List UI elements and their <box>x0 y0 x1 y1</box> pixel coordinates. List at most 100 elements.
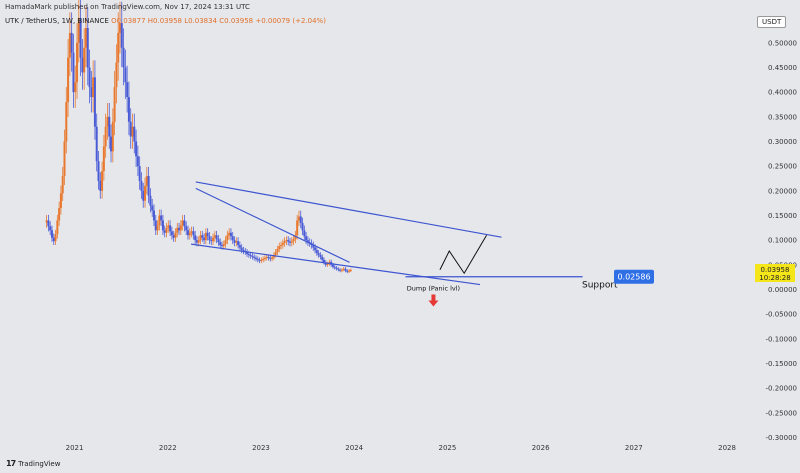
candle-body <box>129 121 132 137</box>
candle-body <box>312 245 315 248</box>
candle-body <box>161 220 164 231</box>
candle-body <box>111 121 114 152</box>
candle-body <box>67 57 70 103</box>
candle-body <box>258 259 261 261</box>
candle-body <box>61 176 64 194</box>
candle-body <box>235 241 238 243</box>
candle-body <box>93 77 96 127</box>
candle-body <box>254 257 257 259</box>
candle-body <box>220 245 223 247</box>
candle-body <box>170 231 173 236</box>
candle-body <box>280 245 283 247</box>
y-tick-label: 0.30000 <box>768 138 797 146</box>
candle-body <box>240 247 243 251</box>
candle-body <box>328 261 331 264</box>
trendlines-group <box>190 181 583 286</box>
candle-body <box>317 252 320 255</box>
candle-body <box>337 268 340 270</box>
x-tick-label: 2024 <box>345 444 363 452</box>
candle-body <box>77 18 80 43</box>
candle-body <box>76 42 79 83</box>
candle-body <box>201 235 204 238</box>
candle-body <box>299 216 302 223</box>
candle-body <box>52 237 55 242</box>
x-tick-label: 2027 <box>625 444 643 452</box>
candle-body <box>145 176 148 186</box>
candle-body <box>54 234 57 242</box>
candle-body <box>95 126 98 162</box>
candle-body <box>305 236 308 241</box>
candle-body <box>222 244 225 247</box>
symbol-name[interactable]: UTK / TetherUS, 1W, BINANCE <box>5 17 109 25</box>
candle-body <box>262 258 265 260</box>
candle-body <box>113 87 116 122</box>
candle-body <box>120 23 123 48</box>
candle-body <box>178 227 181 231</box>
candle-body <box>301 222 304 231</box>
candle-body <box>226 235 229 241</box>
candle-body <box>79 18 82 58</box>
support-value: 0.02586 <box>617 273 650 282</box>
y-tick-label: 0.25000 <box>768 163 797 171</box>
candle-body <box>174 232 177 238</box>
candle-body <box>59 193 62 209</box>
candle-body <box>81 57 84 73</box>
candle-body <box>90 87 93 98</box>
candle-body <box>83 47 86 73</box>
candle-body <box>50 230 53 238</box>
candles-group <box>45 0 352 274</box>
x-tick-label: 2025 <box>438 444 456 452</box>
candle-body <box>229 232 232 237</box>
candle-body <box>199 235 202 241</box>
candle-body <box>138 166 141 181</box>
candle-body <box>256 258 259 260</box>
candle-body <box>106 116 109 127</box>
tradingview-brand: TradingView <box>18 459 61 468</box>
candle-body <box>117 32 120 63</box>
candle-body <box>110 136 113 152</box>
candle-body <box>133 126 136 142</box>
x-tick-label: 2022 <box>159 444 177 452</box>
candle-body <box>335 267 338 269</box>
x-tick-label: 2026 <box>532 444 550 452</box>
currency-badge[interactable]: USDT <box>757 16 787 28</box>
candle-body <box>228 232 231 236</box>
trendline-inner-wedge-top <box>195 187 350 263</box>
y-tick-label: -0.30000 <box>766 434 797 442</box>
candle-body <box>319 254 322 257</box>
candle-body <box>49 226 52 231</box>
candle-body <box>152 210 155 221</box>
candle-body <box>68 32 71 58</box>
candle-body <box>324 262 327 265</box>
candle-body <box>190 231 193 233</box>
candle-body <box>185 226 188 231</box>
y-tick-label: 0.10000 <box>768 237 797 245</box>
candle-body <box>290 241 293 243</box>
candle-body <box>274 252 277 255</box>
candle-body <box>156 225 159 231</box>
candle-body <box>127 97 130 122</box>
candle-body <box>342 268 345 270</box>
candle-body <box>249 254 252 256</box>
candle-body <box>165 227 168 233</box>
dump-arrow-shaft <box>431 294 436 301</box>
candle-body <box>47 220 50 227</box>
candle-body <box>346 270 349 272</box>
candle-body <box>108 116 111 137</box>
dump-annotation: Dump (Panic lvl) <box>407 284 460 292</box>
candle-body <box>246 252 249 254</box>
candle-body <box>86 28 89 68</box>
tradingview-footer[interactable]: 17 TradingView <box>6 459 60 468</box>
candle-body <box>285 240 288 242</box>
x-tick-label: 2021 <box>66 444 84 452</box>
candle-body <box>260 259 263 261</box>
candle-body <box>167 225 170 228</box>
candle-body <box>281 243 284 246</box>
y-tick-label: -0.25000 <box>766 409 797 417</box>
candle-body <box>251 255 254 257</box>
candle-body <box>124 67 127 83</box>
candle-body <box>339 269 342 271</box>
candle-body <box>283 241 286 244</box>
